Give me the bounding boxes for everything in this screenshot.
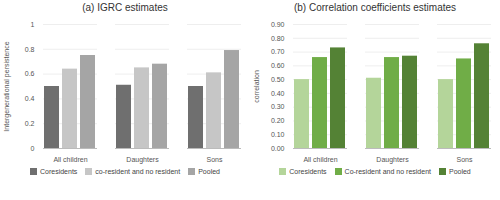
html-text:Pooled: Pooled xyxy=(198,168,220,175)
svg-text:All children: All children xyxy=(53,156,87,163)
svg-text:0.90: 0.90 xyxy=(271,21,285,28)
svg-text:0.2: 0.2 xyxy=(25,120,35,127)
svg-text:Sons: Sons xyxy=(207,156,223,163)
svg-text:All children: All children xyxy=(303,156,337,163)
html-text:Co-resident and no resident: Co-resident and no resident xyxy=(344,168,431,175)
html-text:(b) Correlation coefficients e: (b) Correlation coefficients estimates xyxy=(293,2,456,13)
html-text:Coresidents: Coresidents xyxy=(40,168,78,175)
svg-text:0.70: 0.70 xyxy=(271,48,285,55)
svg-text:0.10: 0.10 xyxy=(271,131,285,138)
svg-text:0.80: 0.80 xyxy=(271,35,285,42)
svg-text:1: 1 xyxy=(31,21,35,28)
svg-text:0.50: 0.50 xyxy=(271,76,285,83)
svg-text:correlation: correlation xyxy=(253,70,260,103)
html-text:Coresidents: Coresidents xyxy=(289,168,327,175)
svg-text:Daughters: Daughters xyxy=(376,156,409,164)
svg-text:0.60: 0.60 xyxy=(271,62,285,69)
svg-text:0.8: 0.8 xyxy=(25,46,35,53)
svg-text:Daughters: Daughters xyxy=(126,156,159,164)
html-text:co-resident and no resident: co-resident and no resident xyxy=(95,168,181,175)
svg-text:0.20: 0.20 xyxy=(271,117,285,124)
svg-text:0.30: 0.30 xyxy=(271,103,285,110)
svg-text:0: 0 xyxy=(31,145,35,152)
svg-text:Sons: Sons xyxy=(457,156,473,163)
svg-text:Intergenerational persistence: Intergenerational persistence xyxy=(3,41,11,131)
svg-text:0.40: 0.40 xyxy=(271,90,285,97)
html-text:(a) IGRC estimates: (a) IGRC estimates xyxy=(82,2,168,13)
svg-text:0.00: 0.00 xyxy=(271,145,285,152)
svg-text:0.6: 0.6 xyxy=(25,70,35,77)
html-text:Pooled: Pooled xyxy=(449,168,471,175)
svg-text:0.4: 0.4 xyxy=(25,95,35,102)
